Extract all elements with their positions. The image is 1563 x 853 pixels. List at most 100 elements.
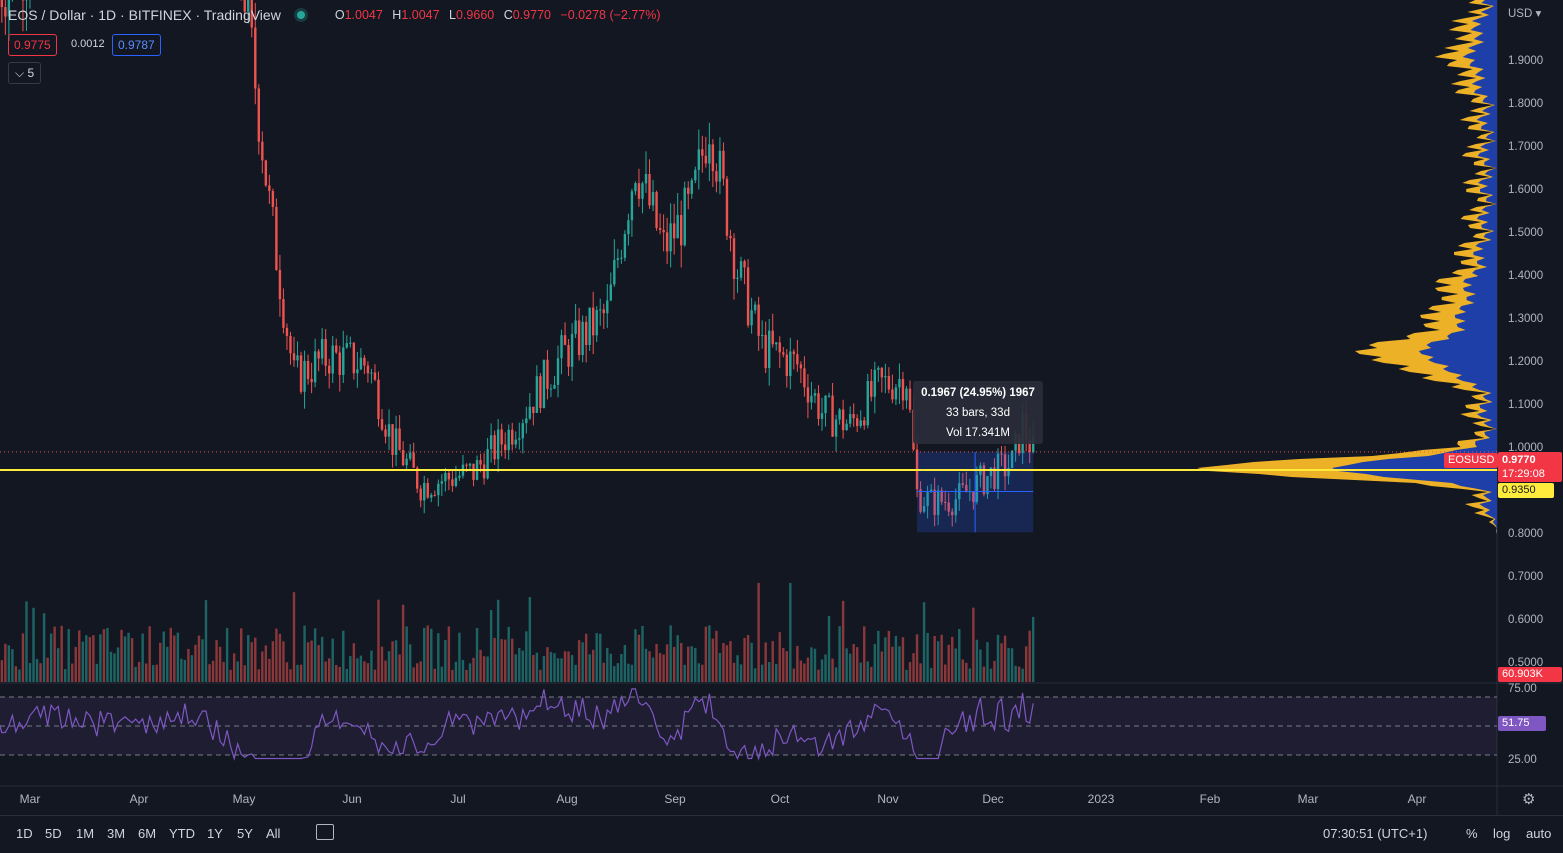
volume-bar xyxy=(437,633,439,682)
candle-body xyxy=(465,465,467,466)
volume-bar xyxy=(775,664,777,682)
candle-body xyxy=(395,428,397,454)
volume-bar xyxy=(15,666,17,682)
price-axis-label: 0.6000 xyxy=(1508,614,1543,626)
market-status-icon xyxy=(297,11,305,19)
volume-bar xyxy=(684,665,686,682)
volume-bar xyxy=(335,665,337,682)
volume-bar xyxy=(789,583,791,682)
candle-body xyxy=(814,393,816,396)
sell-button[interactable]: 0.9775 xyxy=(8,34,57,56)
candle-body xyxy=(722,151,724,179)
time-axis-label: 2023 xyxy=(1088,792,1115,806)
time-axis-label: Apr xyxy=(1408,792,1427,806)
symbol-title[interactable]: EOS / Dollar · 1D · BITFINEX · TradingVi… xyxy=(8,7,281,23)
volume-bar xyxy=(842,601,844,682)
volume-bar xyxy=(272,641,274,682)
volume-bar xyxy=(652,658,654,682)
auto-scale-toggle[interactable]: auto xyxy=(1526,826,1551,841)
volume-bar xyxy=(497,600,499,682)
candle-body xyxy=(536,376,538,413)
volume-bar xyxy=(430,629,432,682)
timeframe-button[interactable]: YTD xyxy=(169,826,195,841)
rsi-lower-label: 25.00 xyxy=(1508,754,1537,766)
candle-body xyxy=(888,376,890,389)
volume-bar xyxy=(733,663,735,682)
volume-bar xyxy=(863,626,865,682)
candle-body xyxy=(624,234,626,258)
volume-bar xyxy=(469,663,471,682)
volume-bar xyxy=(11,649,13,682)
volume-bar xyxy=(43,613,45,682)
volume-bar xyxy=(258,669,260,682)
volume-bar xyxy=(500,639,502,682)
volume-bar xyxy=(247,635,249,682)
volume-bar xyxy=(768,662,770,682)
timeframe-button[interactable]: 1M xyxy=(76,826,94,841)
currency-selector[interactable]: USD ▾ xyxy=(1508,6,1541,20)
candle-body xyxy=(581,322,583,355)
timeframe-button[interactable]: All xyxy=(266,826,280,841)
timeframe-button[interactable]: 3M xyxy=(107,826,125,841)
price-axis-label: 1.6000 xyxy=(1508,184,1543,196)
candle-body xyxy=(852,414,854,418)
candle-body xyxy=(881,368,883,377)
volume-bar xyxy=(286,662,288,682)
volume-bar xyxy=(902,637,904,682)
volume-bar xyxy=(546,647,548,682)
volume-bar xyxy=(895,636,897,682)
volume-bar xyxy=(919,663,921,682)
volume-bar xyxy=(18,669,20,682)
clock-display[interactable]: 07:30:51 (UTC+1) xyxy=(1323,826,1427,841)
buy-button[interactable]: 0.9787 xyxy=(112,34,161,56)
volume-bar xyxy=(828,616,830,682)
candle-body xyxy=(631,191,633,220)
candle-body xyxy=(754,305,756,311)
price-axis-label: 1.2000 xyxy=(1508,356,1543,368)
volume-bar xyxy=(993,661,995,682)
timeframe-button[interactable]: 1Y xyxy=(207,826,223,841)
timeframe-button[interactable]: 5Y xyxy=(237,826,253,841)
volume-bar xyxy=(814,649,816,682)
candle-body xyxy=(662,230,664,232)
date-range-icon[interactable] xyxy=(316,824,334,840)
volume-bar xyxy=(36,659,38,682)
candle-body xyxy=(698,149,700,170)
percent-scale-toggle[interactable]: % xyxy=(1466,826,1478,841)
volume-bar xyxy=(458,633,460,682)
volume-bar xyxy=(729,641,731,682)
volume-bar xyxy=(321,637,323,682)
timeframe-button[interactable]: 6M xyxy=(138,826,156,841)
volume-bar xyxy=(462,660,464,682)
log-scale-toggle[interactable]: log xyxy=(1493,826,1510,841)
candle-body xyxy=(803,368,805,387)
volume-bar xyxy=(676,635,678,682)
volume-bar xyxy=(606,648,608,682)
settings-gear-icon[interactable]: ⚙ xyxy=(1522,790,1535,808)
candle-body xyxy=(824,396,826,413)
volume-bar xyxy=(416,663,418,682)
candle-body xyxy=(472,464,474,480)
timeframe-button[interactable]: 5D xyxy=(45,826,62,841)
candle-body xyxy=(553,385,555,389)
candle-body xyxy=(761,335,763,336)
candle-body xyxy=(659,228,661,230)
candle-body xyxy=(448,473,450,479)
volume-bar xyxy=(148,626,150,682)
candle-body xyxy=(324,339,326,366)
volume-bar xyxy=(870,667,872,682)
timeframe-button[interactable]: 1D xyxy=(16,826,33,841)
indicators-toggle-button[interactable]: ⌵ 5 xyxy=(8,62,41,84)
candle-body xyxy=(719,151,721,182)
volume-bar xyxy=(550,652,552,682)
candle-body xyxy=(909,389,911,410)
volume-bar xyxy=(448,626,450,682)
volume-bar xyxy=(342,631,344,682)
volume-bar xyxy=(807,658,809,682)
volume-bar xyxy=(905,670,907,682)
candle-body xyxy=(733,238,735,279)
volume-bar xyxy=(152,665,154,682)
candle-body xyxy=(786,355,788,377)
candle-body xyxy=(469,464,471,466)
